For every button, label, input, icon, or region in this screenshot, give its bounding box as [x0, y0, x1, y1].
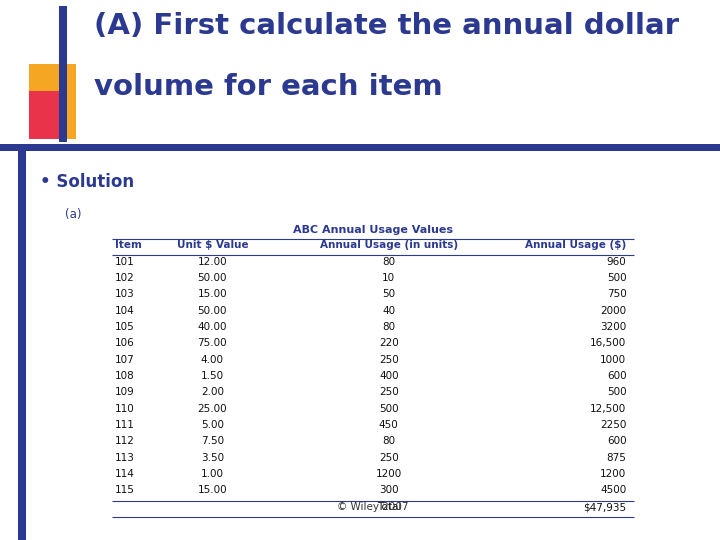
Text: (a): (a)	[65, 207, 81, 220]
Text: 113: 113	[115, 453, 135, 463]
Text: 50: 50	[382, 289, 395, 299]
Text: 1.50: 1.50	[201, 371, 224, 381]
Text: © Wiley 2007: © Wiley 2007	[337, 502, 408, 512]
Text: 115: 115	[115, 485, 135, 495]
Bar	[0, 144, 720, 151]
Text: 112: 112	[115, 436, 135, 446]
Text: 111: 111	[115, 420, 135, 430]
Text: Total: Total	[377, 502, 401, 512]
Text: 4.00: 4.00	[201, 355, 224, 365]
Text: 1000: 1000	[600, 355, 626, 365]
Text: Annual Usage (in units): Annual Usage (in units)	[320, 240, 458, 250]
Text: 1.00: 1.00	[201, 469, 224, 479]
Bar	[59, 6, 67, 142]
Text: 1200: 1200	[376, 469, 402, 479]
Bar	[29, 91, 66, 139]
Text: 250: 250	[379, 355, 399, 365]
Text: 400: 400	[379, 371, 399, 381]
Text: 2.00: 2.00	[201, 387, 224, 397]
Text: 80: 80	[382, 322, 395, 332]
Text: volume for each item: volume for each item	[94, 72, 442, 100]
Text: 5.00: 5.00	[201, 420, 224, 430]
Text: 500: 500	[607, 273, 626, 283]
Text: 80: 80	[382, 436, 395, 446]
Bar	[18, 151, 26, 540]
Text: 50.00: 50.00	[198, 273, 227, 283]
Text: 12.00: 12.00	[197, 256, 228, 267]
Text: 12,500: 12,500	[590, 403, 626, 414]
Text: Item: Item	[115, 240, 142, 250]
Text: 3.50: 3.50	[201, 453, 224, 463]
Text: 80: 80	[382, 256, 395, 267]
Text: 15.00: 15.00	[197, 289, 228, 299]
Text: 16,500: 16,500	[590, 338, 626, 348]
Text: 250: 250	[379, 453, 399, 463]
Text: 960: 960	[607, 256, 626, 267]
Text: 2000: 2000	[600, 306, 626, 315]
Text: 40.00: 40.00	[198, 322, 227, 332]
Text: 600: 600	[607, 371, 626, 381]
Text: 2250: 2250	[600, 420, 626, 430]
Text: 40: 40	[382, 306, 395, 315]
Text: 750: 750	[607, 289, 626, 299]
Text: $47,935: $47,935	[583, 502, 626, 512]
Text: • Solution: • Solution	[40, 173, 134, 191]
Text: 300: 300	[379, 485, 399, 495]
Text: 114: 114	[115, 469, 135, 479]
Text: 875: 875	[606, 453, 626, 463]
Text: 108: 108	[115, 371, 135, 381]
Text: 104: 104	[115, 306, 135, 315]
Text: 103: 103	[115, 289, 135, 299]
Text: 109: 109	[115, 387, 135, 397]
Text: 25.00: 25.00	[197, 403, 228, 414]
Text: (A) First calculate the annual dollar: (A) First calculate the annual dollar	[94, 12, 679, 40]
Text: Unit $ Value: Unit $ Value	[176, 240, 248, 250]
Text: 107: 107	[115, 355, 135, 365]
Text: 102: 102	[115, 273, 135, 283]
Bar	[29, 64, 76, 139]
Text: 10: 10	[382, 273, 395, 283]
Text: 105: 105	[115, 322, 135, 332]
Text: 4500: 4500	[600, 485, 626, 495]
Text: 101: 101	[115, 256, 135, 267]
Text: 220: 220	[379, 338, 399, 348]
Text: 7.50: 7.50	[201, 436, 224, 446]
Text: 500: 500	[607, 387, 626, 397]
Text: 15.00: 15.00	[197, 485, 228, 495]
Text: 110: 110	[115, 403, 135, 414]
Text: 75.00: 75.00	[197, 338, 228, 348]
Text: 250: 250	[379, 387, 399, 397]
Text: 500: 500	[379, 403, 399, 414]
Text: 1200: 1200	[600, 469, 626, 479]
Text: 50.00: 50.00	[198, 306, 227, 315]
Text: 600: 600	[607, 436, 626, 446]
Text: 3200: 3200	[600, 322, 626, 332]
Text: ABC Annual Usage Values: ABC Annual Usage Values	[292, 225, 453, 235]
Text: Annual Usage ($): Annual Usage ($)	[525, 240, 626, 250]
Text: 106: 106	[115, 338, 135, 348]
Text: 450: 450	[379, 420, 399, 430]
